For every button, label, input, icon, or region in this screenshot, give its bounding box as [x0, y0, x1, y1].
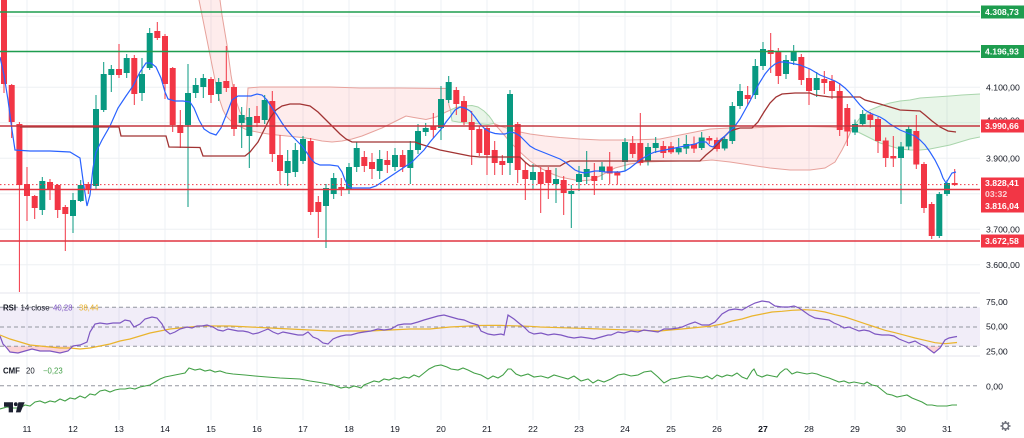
svg-text:17: 17 [298, 424, 308, 434]
svg-text:12: 12 [68, 424, 78, 434]
svg-text:26: 26 [712, 424, 722, 434]
svg-text:16: 16 [252, 424, 262, 434]
svg-text:4.308,73: 4.308,73 [985, 7, 1019, 17]
svg-text:25,00: 25,00 [986, 346, 1008, 356]
svg-text:4.196,93: 4.196,93 [985, 47, 1019, 57]
svg-text:15: 15 [206, 424, 216, 434]
svg-text:24: 24 [620, 424, 630, 434]
svg-text:18: 18 [344, 424, 354, 434]
svg-text:20: 20 [436, 424, 446, 434]
svg-text:3.600,00: 3.600,00 [986, 260, 1020, 270]
svg-text:11: 11 [22, 424, 31, 434]
svg-text:3.816,04: 3.816,04 [985, 201, 1019, 211]
svg-text:3.900,00: 3.900,00 [986, 153, 1020, 163]
svg-text:3.990,66: 3.990,66 [985, 121, 1019, 131]
svg-text:27: 27 [758, 424, 768, 434]
svg-text:22: 22 [528, 424, 538, 434]
svg-text:3.700,00: 3.700,00 [986, 224, 1020, 234]
svg-text:14: 14 [160, 424, 170, 434]
svg-text:28: 28 [804, 424, 814, 434]
svg-text:0,00: 0,00 [986, 381, 1003, 391]
svg-text:75,00: 75,00 [986, 297, 1008, 307]
svg-text:3.828,41: 3.828,41 [985, 178, 1019, 188]
svg-text:03:32: 03:32 [985, 189, 1007, 199]
svg-text:19: 19 [390, 424, 400, 434]
svg-text:13: 13 [114, 424, 124, 434]
svg-text:50,00: 50,00 [986, 321, 1008, 331]
svg-text:29: 29 [850, 424, 860, 434]
svg-text:3.672,58: 3.672,58 [985, 236, 1019, 246]
svg-text:23: 23 [574, 424, 584, 434]
svg-text:4.100,00: 4.100,00 [986, 82, 1020, 92]
svg-text:30: 30 [896, 424, 906, 434]
svg-text:21: 21 [482, 424, 492, 434]
svg-text:31: 31 [942, 424, 952, 434]
svg-text:25: 25 [666, 424, 676, 434]
